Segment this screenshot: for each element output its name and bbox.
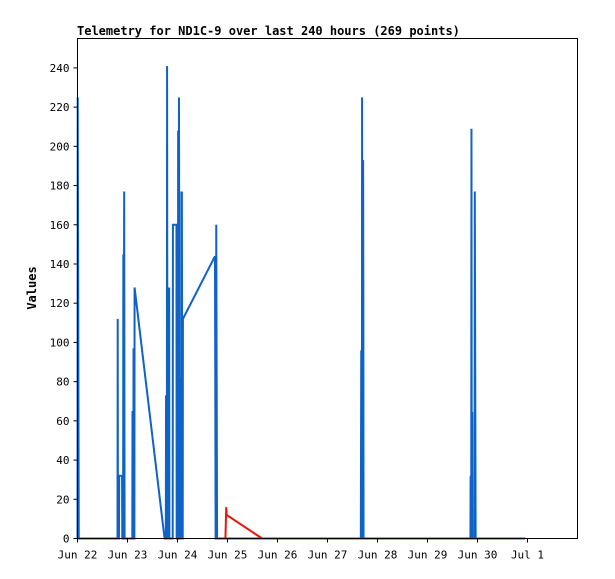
- x-tick-label: Jun 23: [108, 549, 148, 562]
- x-tick-label: Jun 28: [358, 549, 398, 562]
- series-line-2: [224, 507, 263, 540]
- series-layer: [76, 65, 526, 540]
- y-tick-label: 240: [50, 62, 70, 75]
- y-tick-label: 180: [50, 180, 70, 193]
- y-tick-label: 120: [50, 297, 70, 310]
- y-tick-label: 220: [50, 101, 70, 114]
- y-tick-label: 100: [50, 336, 70, 349]
- y-axis-label: Values: [25, 266, 39, 309]
- series-line-1: [76, 65, 526, 540]
- chart-title: Telemetry for ND1C-9 over last 240 hours…: [77, 24, 460, 38]
- y-tick-label: 20: [56, 493, 69, 506]
- x-tick-label: Jun 26: [258, 549, 298, 562]
- plot-frame: [77, 38, 578, 539]
- y-tick-label: 60: [56, 415, 69, 428]
- x-tick-label: Jun 30: [458, 549, 498, 562]
- x-tick-label: Jun 25: [208, 549, 248, 562]
- y-tick-label: 140: [50, 258, 70, 271]
- y-tick-label: 80: [56, 376, 69, 389]
- y-tick-label: 40: [56, 454, 69, 467]
- y-tick-label: 160: [50, 219, 70, 232]
- x-tick-label: Jun 24: [158, 549, 198, 562]
- y-axis: 0 20 40 60 80 100 120 140 160 180 200 220 240: [50, 62, 78, 546]
- x-tick-label: Jul 1: [511, 549, 544, 562]
- y-tick-label: 200: [50, 140, 70, 153]
- x-axis: Jun 22 Jun 23 Jun 24 Jun 25 Jun 26 Jun 27 Jun …: [58, 538, 544, 562]
- x-tick-label: Jun 29: [408, 549, 448, 562]
- x-tick-label: Jun 22: [58, 549, 98, 562]
- y-tick-label: 0: [63, 533, 70, 546]
- x-tick-label: Jun 27: [308, 549, 348, 562]
